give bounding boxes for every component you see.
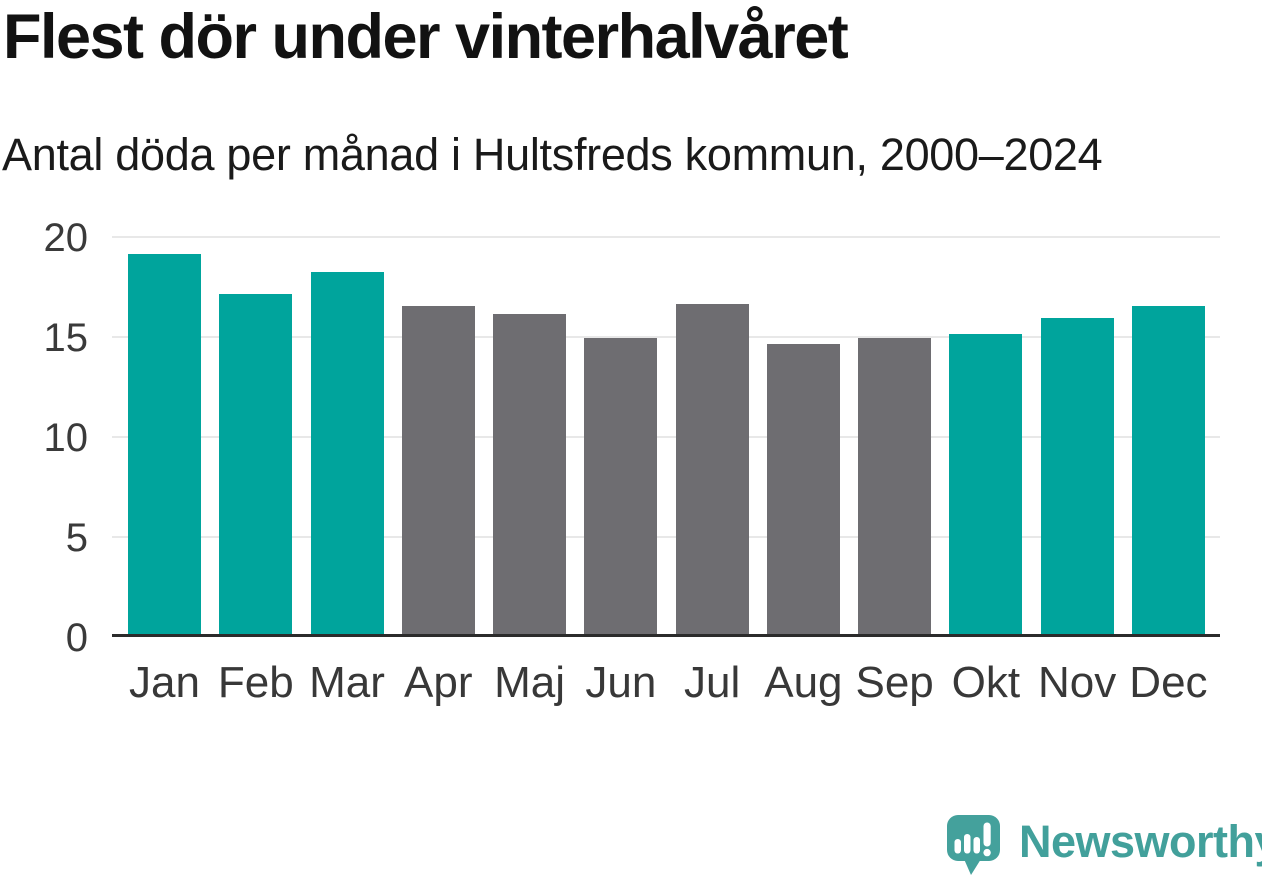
gridline-20	[112, 236, 1220, 238]
x-axis-labels: Jan Feb Mar Apr Maj Jun Jul Aug Sep Okt Nov Dec	[112, 658, 1220, 708]
bar-apr	[401, 306, 475, 636]
x-label-jul: Jul	[683, 658, 741, 707]
newsworthy-bubble-barchart-icon	[947, 815, 1000, 875]
bar-mar	[310, 272, 384, 636]
y-tick-label-15: 15	[43, 316, 89, 360]
x-label-nov: Nov	[1038, 658, 1117, 707]
bar-sep	[858, 338, 932, 636]
plot-area	[112, 236, 1220, 636]
y-tick-label-10: 10	[43, 416, 89, 460]
bars-row	[112, 236, 1220, 636]
bar-okt	[949, 334, 1023, 636]
y-tick-label-20: 20	[43, 216, 89, 260]
x-label-aug: Aug	[764, 658, 843, 707]
bar-jul	[675, 304, 749, 636]
y-tick-label-5: 5	[65, 516, 88, 560]
logo-wordmark: Newsworthy	[1019, 816, 1262, 867]
gridline-5	[112, 536, 1220, 538]
bar-jun	[584, 338, 658, 636]
x-label-feb: Feb	[217, 658, 294, 707]
bar-dec	[1131, 306, 1205, 636]
y-tick-label-0: 0	[65, 616, 88, 660]
x-axis-line	[112, 634, 1220, 637]
x-label-jan: Jan	[129, 658, 200, 707]
x-label-dec: Dec	[1129, 658, 1208, 707]
gridline-15	[112, 336, 1220, 338]
chart-subtitle: Antal döda per månad i Hultsfreds kommun…	[2, 129, 1103, 180]
x-label-apr: Apr	[404, 658, 473, 707]
x-label-sep: Sep	[855, 658, 934, 707]
bar-jan	[128, 254, 201, 636]
bar-maj	[493, 314, 567, 636]
chart-title: Flest dör under vinterhalvåret	[3, 2, 849, 72]
gridline-10	[112, 436, 1220, 438]
bar-nov	[1040, 318, 1114, 636]
bar-feb	[219, 294, 293, 636]
bar-aug	[766, 344, 840, 636]
x-label-jun: Jun	[585, 658, 657, 707]
x-label-okt: Okt	[951, 658, 1021, 707]
x-label-maj: Maj	[494, 658, 566, 707]
newsworthy-logo: Newsworthy	[946, 814, 1262, 877]
x-label-mar: Mar	[309, 658, 385, 707]
